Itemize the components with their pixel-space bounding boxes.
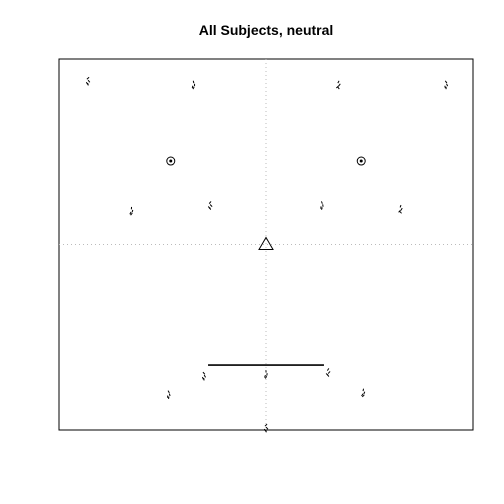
landmark-stroke (208, 201, 212, 204)
landmark-cluster (264, 370, 268, 379)
landmark-stroke (363, 391, 366, 395)
landmark-stroke (192, 86, 195, 90)
landmark-stroke (129, 211, 132, 215)
plot-frame (58, 58, 474, 431)
landmark-cluster (201, 371, 207, 381)
landmark-stroke (209, 204, 213, 207)
landmark-stroke (399, 204, 402, 208)
data-marks (85, 76, 449, 433)
landmark-stroke (336, 85, 339, 89)
landmark-stroke (444, 80, 448, 84)
landmark-stroke (361, 394, 365, 398)
landmark-stroke (201, 376, 204, 380)
landmark-stroke (444, 85, 446, 89)
landmark-cluster (85, 76, 91, 86)
landmark-stroke (86, 76, 90, 80)
landmark-stroke (326, 374, 330, 377)
landmark-stroke (320, 201, 323, 204)
landmark-stroke (321, 207, 323, 210)
center-triangle (258, 236, 274, 250)
landmark-stroke (131, 209, 134, 213)
landmark-stroke (338, 83, 341, 87)
landmark-cluster (398, 204, 403, 214)
landmark-stroke (265, 429, 267, 433)
landmark-stroke (326, 368, 330, 371)
landmark-cluster (361, 388, 366, 398)
landmark-stroke (399, 210, 402, 214)
landmark-stroke (202, 371, 206, 375)
landmark-cluster (129, 206, 134, 216)
landmark-stroke (209, 207, 212, 210)
landmark-stroke (400, 207, 403, 211)
landmark-stroke (337, 80, 340, 84)
eye-marker (166, 156, 176, 166)
landmark-stroke (87, 82, 89, 86)
landmark-stroke (167, 390, 170, 394)
grid-lines (59, 59, 473, 430)
landmark-cluster (263, 423, 269, 433)
landmark-stroke (192, 80, 195, 84)
chart-title: All Subjects, neutral (199, 22, 334, 38)
landmark-cluster (207, 201, 213, 210)
landmark-stroke (327, 371, 331, 374)
landmark-stroke (337, 86, 340, 90)
landmark-cluster (320, 201, 324, 210)
landmark-stroke (130, 212, 133, 216)
eye-dot (169, 159, 173, 163)
landmark-cluster (336, 80, 341, 90)
landmark-stroke (264, 375, 268, 379)
landmark-stroke (168, 393, 171, 397)
eye-ring (356, 156, 366, 166)
landmark-stroke (85, 81, 89, 85)
landmark-stroke (87, 79, 91, 83)
landmark-stroke (265, 426, 269, 430)
landmark-stroke (264, 423, 268, 427)
eye-dot (359, 159, 363, 163)
landmark-stroke (203, 374, 207, 378)
landmark-stroke (446, 83, 449, 87)
landmark-stroke (361, 393, 364, 397)
eye-marker (356, 156, 366, 166)
landmark-cluster (167, 390, 171, 400)
landmark-stroke (264, 375, 266, 378)
landmark-cluster (325, 368, 331, 377)
landmark-cluster (444, 80, 449, 90)
landmark-cluster (191, 80, 196, 90)
eye-ring (166, 156, 176, 166)
landmark-stroke (191, 85, 194, 89)
